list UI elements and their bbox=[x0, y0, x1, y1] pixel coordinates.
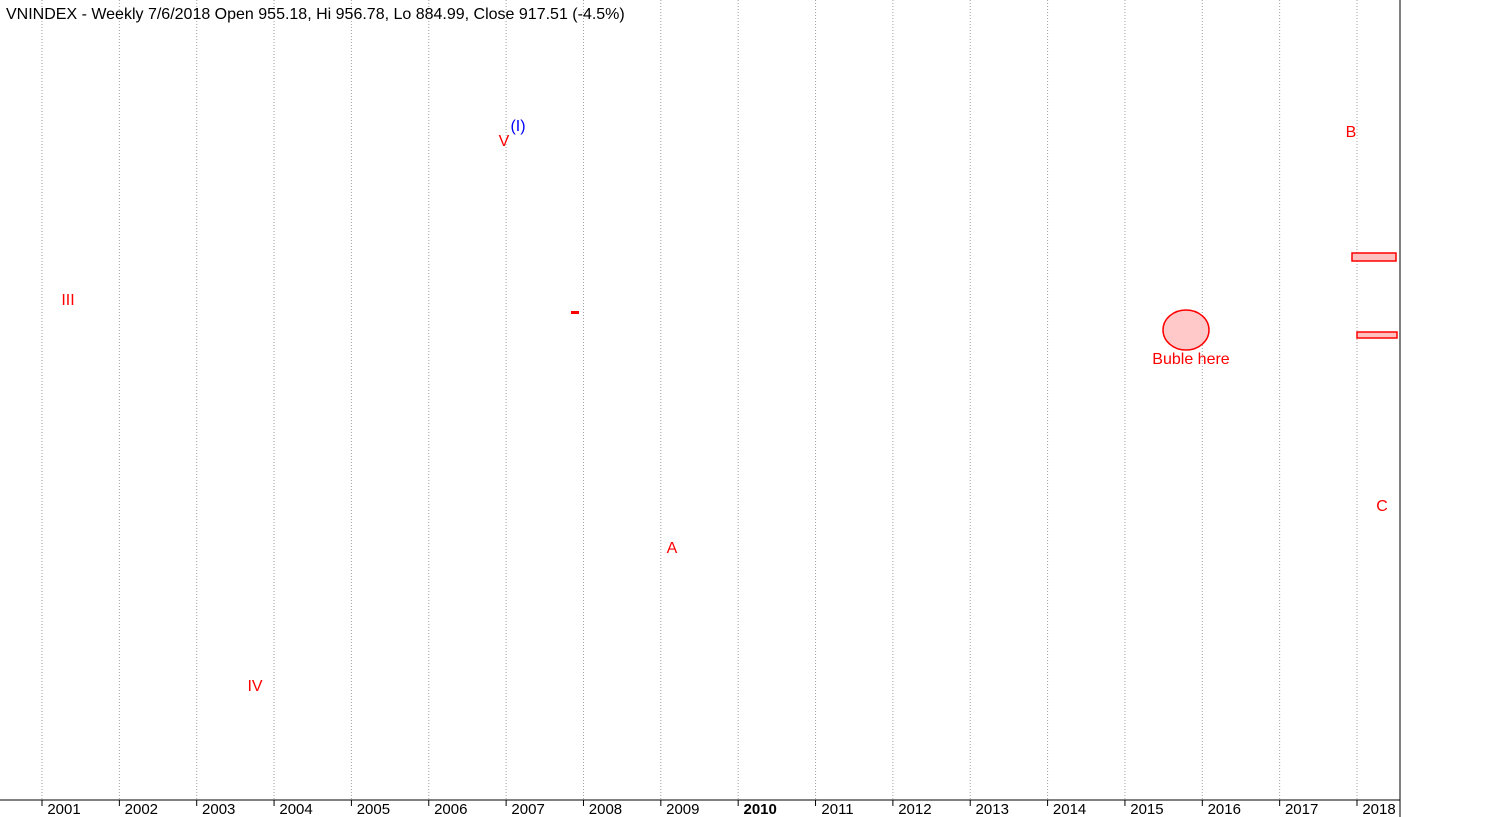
wave-label: Buble here bbox=[1152, 351, 1229, 368]
x-tick-label: 2015 bbox=[1130, 801, 1163, 817]
x-tick-label: 2016 bbox=[1208, 801, 1241, 817]
price-marker bbox=[571, 311, 579, 314]
wave-label: C bbox=[1376, 498, 1388, 515]
x-tick-label: 2007 bbox=[511, 801, 544, 817]
wave-label: (I) bbox=[510, 118, 525, 135]
x-tick-label: 2017 bbox=[1285, 801, 1318, 817]
wave-label: III bbox=[61, 292, 74, 309]
x-tick-label: 2002 bbox=[125, 801, 158, 817]
resistance-box bbox=[1351, 252, 1397, 262]
x-tick-label: 2006 bbox=[434, 801, 467, 817]
wave-label: V bbox=[499, 133, 510, 150]
x-tick-label: 2013 bbox=[976, 801, 1009, 817]
x-tick-label: 2012 bbox=[898, 801, 931, 817]
wave-label: B bbox=[1346, 124, 1357, 141]
wave-label: IV bbox=[247, 678, 262, 695]
x-tick-label: 2005 bbox=[357, 801, 390, 817]
x-tick-label: 2018 bbox=[1362, 801, 1395, 817]
x-tick-label: 2001 bbox=[47, 801, 80, 817]
wave-annotations: III IV V(I) A B C Buble here bbox=[61, 118, 1387, 695]
x-tick-label: 2008 bbox=[589, 801, 622, 817]
x-tick-label: 2014 bbox=[1053, 801, 1086, 817]
x-tick-label: 2003 bbox=[202, 801, 235, 817]
support-box bbox=[1356, 331, 1398, 339]
grid-lines bbox=[41, 0, 1358, 800]
wave-label: A bbox=[667, 540, 678, 557]
x-tick-label: 2004 bbox=[279, 801, 312, 817]
overlay-drawings bbox=[571, 252, 1398, 351]
x-tick-label: 2011 bbox=[821, 801, 853, 817]
x-tick-label: 2010 bbox=[743, 801, 776, 817]
x-tick-label: 2009 bbox=[666, 801, 699, 817]
bubble-circle bbox=[1162, 309, 1210, 351]
chart-title: VNINDEX - Weekly 7/6/2018 Open 955.18, H… bbox=[6, 6, 625, 23]
